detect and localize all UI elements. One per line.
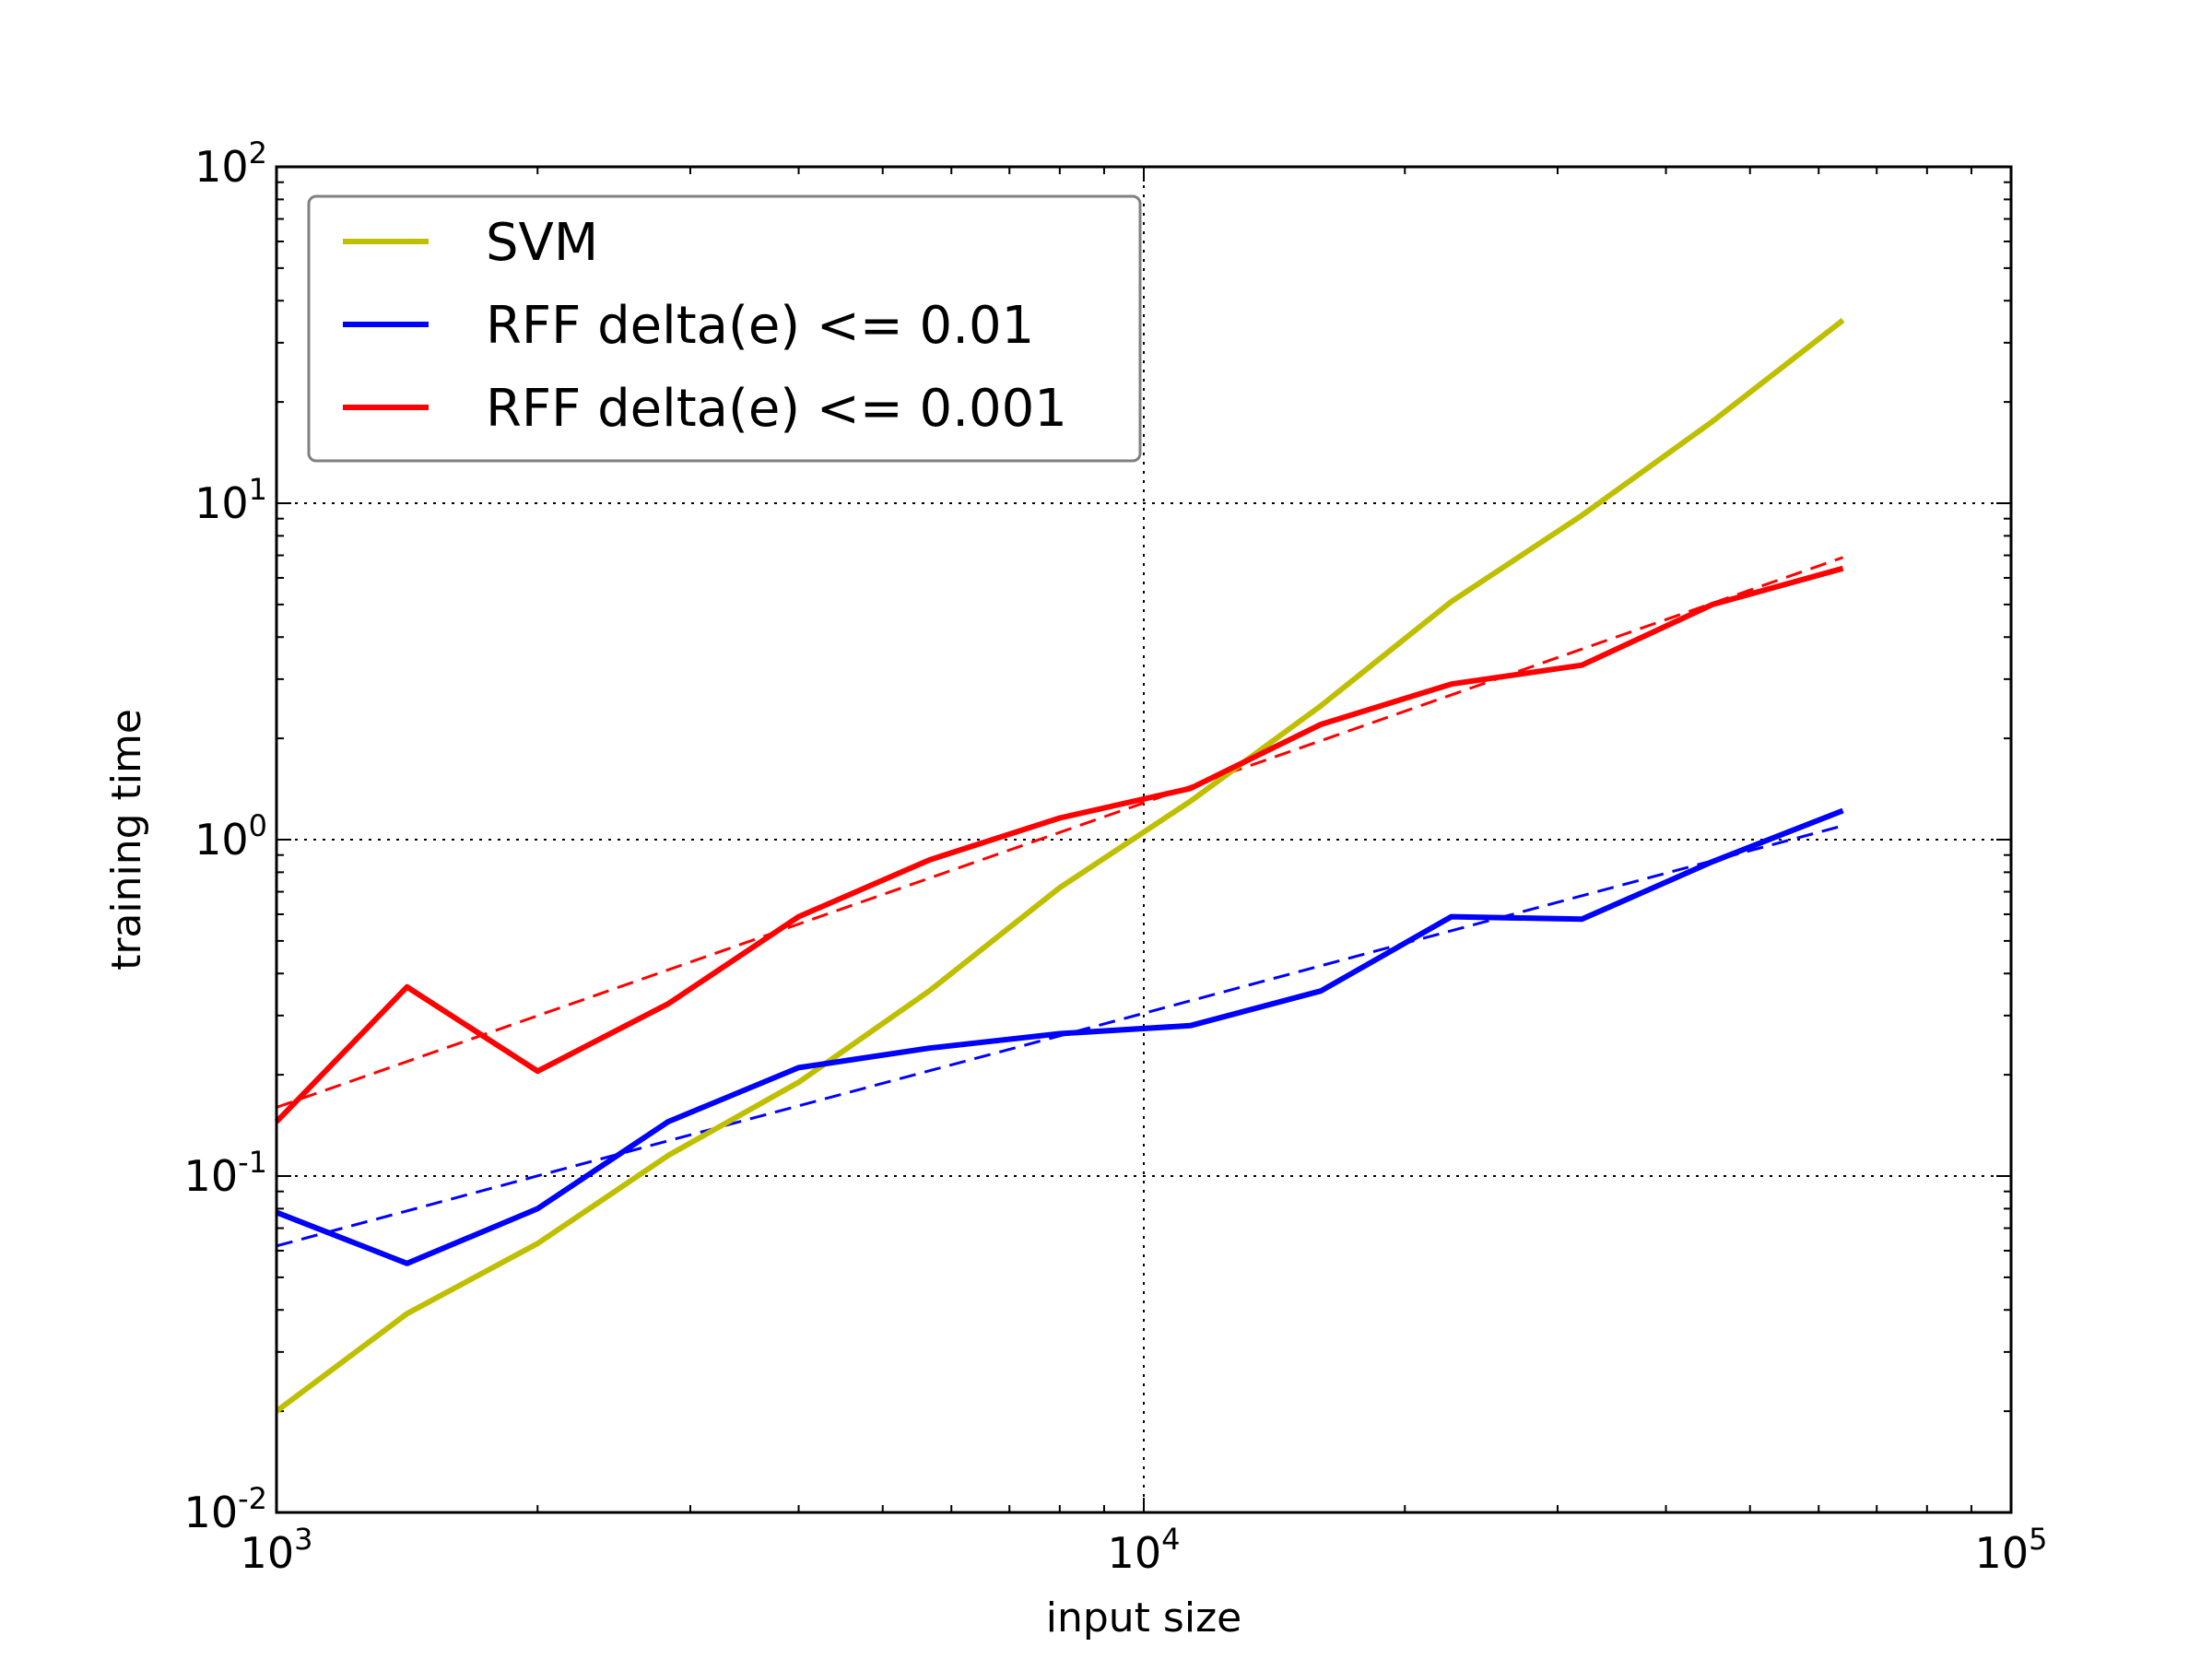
legend-box	[307, 194, 1142, 463]
legend-label: RFF delta(e) <= 0.001	[486, 379, 1067, 439]
y-tick-base: 10	[194, 142, 249, 192]
y-tick-base: 10	[184, 1488, 239, 1537]
y-tick-base: 10	[194, 478, 249, 528]
series-line-0	[275, 318, 1845, 1414]
plot-frame	[275, 165, 2013, 1514]
series-line-1	[275, 807, 1844, 1266]
legend-item: SVM	[343, 213, 598, 273]
y-tick-exponent: 1	[249, 472, 267, 507]
y-tick-label: 101	[194, 472, 267, 528]
x-tick-exponent: 3	[294, 1522, 312, 1557]
series-line-2	[274, 565, 1844, 1124]
x-tick-exponent: 5	[2029, 1522, 2047, 1557]
y-tick-label: 100	[194, 808, 267, 865]
x-tick-exponent: 4	[1161, 1522, 1180, 1557]
y-tick-exponent: 0	[249, 808, 267, 843]
y-tick-exponent: -2	[238, 1481, 267, 1516]
x-tick-labels: 103 104 105	[241, 1522, 2048, 1578]
series-fit-line-4	[276, 556, 1844, 1109]
x-axis-label: input size	[1046, 1594, 1241, 1641]
x-tick-base: 10	[241, 1528, 295, 1578]
y-tick-label: 102	[194, 135, 267, 192]
x-tick-label: 103	[241, 1522, 313, 1578]
legend-item: RFF delta(e) <= 0.001	[343, 379, 1067, 439]
legend-label: SVM	[486, 213, 598, 273]
x-tick-base: 10	[1108, 1528, 1162, 1578]
series-layer	[274, 318, 1845, 1414]
y-axis-label: training time	[103, 709, 150, 971]
grid	[276, 167, 2011, 1512]
legend-label: RFF delta(e) <= 0.01	[486, 296, 1034, 356]
y-tick-base: 10	[184, 1151, 239, 1201]
y-tick-exponent: -1	[238, 1145, 267, 1180]
legend-item: RFF delta(e) <= 0.01	[343, 296, 1034, 356]
y-tick-base: 10	[194, 815, 249, 865]
x-tick-label: 104	[1108, 1522, 1181, 1578]
x-tick-base: 10	[1975, 1528, 2030, 1578]
y-tick-exponent: 2	[249, 135, 267, 171]
y-tick-label: 10-2	[184, 1481, 267, 1537]
y-tick-label: 10-1	[184, 1145, 267, 1201]
x-tick-label: 105	[1975, 1522, 2048, 1578]
legend: SVM RFF delta(e) <= 0.01 RFF delta(e) <= 0…	[307, 194, 1142, 463]
